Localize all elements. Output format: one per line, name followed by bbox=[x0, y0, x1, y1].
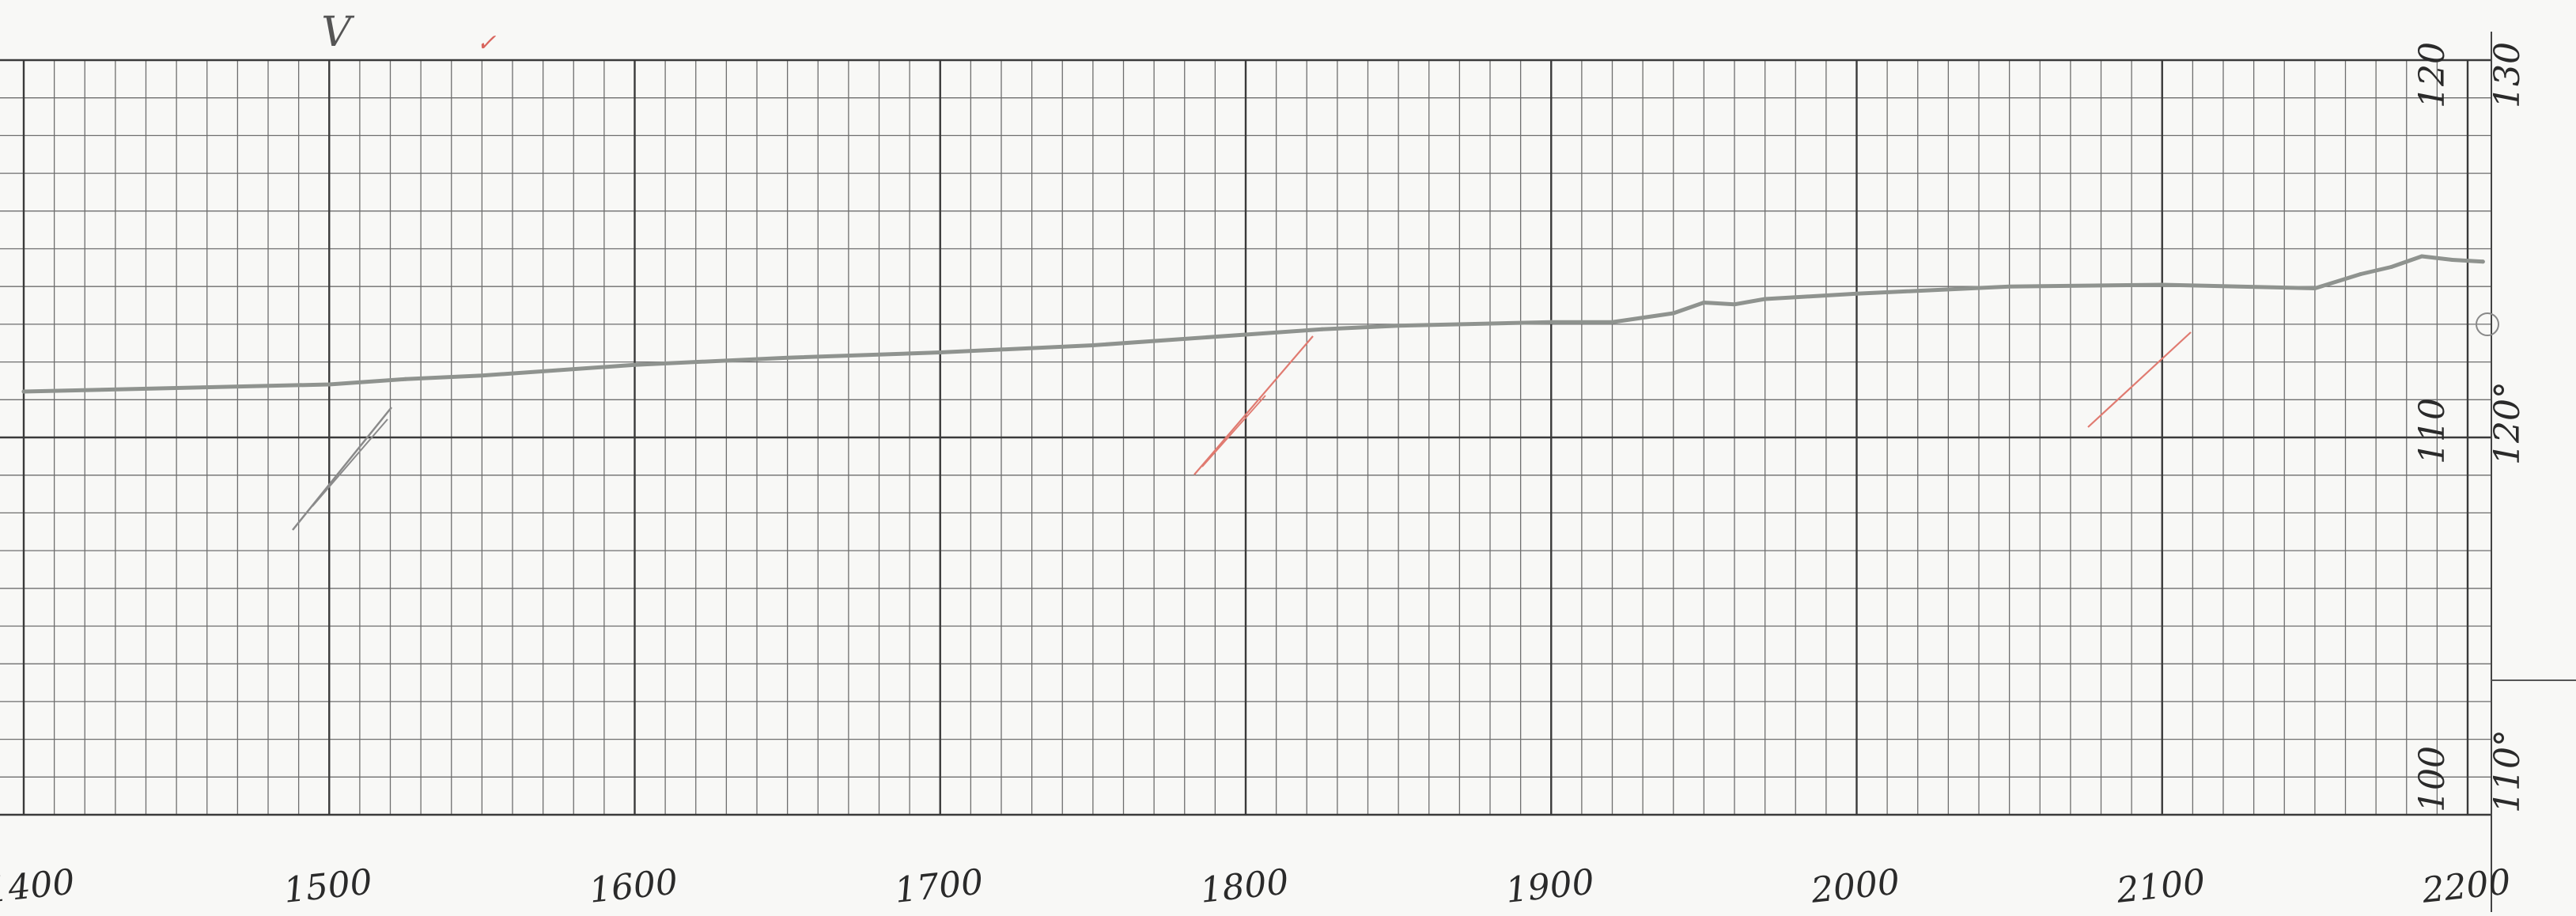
series-0-line bbox=[21, 254, 2485, 394]
y-right-tick-label: 110° bbox=[2487, 729, 2528, 813]
x-tick-labels: 1400 1500 1600 1700 1800 1900 2000 2100 2200 bbox=[0, 861, 2513, 911]
series-0-point bbox=[1855, 291, 1859, 296]
annotation-check-mark: ✓ bbox=[476, 29, 496, 57]
pen-start-circle bbox=[2476, 312, 2499, 336]
series-0-point bbox=[2313, 286, 2317, 290]
annotations: V ✓ bbox=[321, 9, 496, 57]
series-0-point bbox=[1549, 320, 1553, 324]
series-0-point bbox=[2358, 272, 2363, 276]
series-0-point bbox=[479, 373, 484, 378]
x-tick-label: 1600 bbox=[588, 861, 680, 910]
series-0-point bbox=[633, 362, 637, 367]
series-0-point bbox=[2450, 258, 2455, 262]
series-0-point bbox=[785, 355, 790, 360]
major-gridlines bbox=[0, 59, 2491, 816]
series-0-point bbox=[327, 382, 331, 387]
pencil-marks bbox=[292, 312, 2499, 531]
series-0-point bbox=[1473, 322, 1477, 326]
series-0-point bbox=[1610, 320, 1614, 324]
pencil-slash-mark bbox=[292, 407, 392, 531]
pencil-slash-mark bbox=[1201, 395, 1266, 467]
scale-rule bbox=[2491, 32, 2576, 912]
y-left-tick-label: 110 bbox=[2412, 398, 2453, 464]
series-0-point bbox=[403, 377, 408, 381]
series-0-point bbox=[174, 386, 179, 390]
series-0-point bbox=[2419, 254, 2424, 259]
series-0-point bbox=[938, 350, 943, 354]
x-tick-label: 1900 bbox=[1504, 861, 1596, 910]
y-left-tick-label: 120 bbox=[2412, 42, 2453, 108]
series-0-point bbox=[21, 389, 26, 394]
series-0-point bbox=[1732, 302, 1737, 307]
x-tick-label: 1700 bbox=[893, 861, 985, 910]
series-0-point bbox=[1320, 327, 1325, 331]
annotation-v-mark: V bbox=[321, 9, 354, 56]
series-0-point bbox=[2389, 265, 2393, 269]
y-right-tick-label: 120° bbox=[2487, 381, 2528, 465]
x-tick-label: 1800 bbox=[1198, 861, 1291, 910]
series-0-point bbox=[1763, 297, 1768, 301]
series-0-point bbox=[2007, 284, 2012, 289]
series-0-point bbox=[2480, 259, 2485, 264]
series-0-point bbox=[1396, 324, 1401, 328]
y-left-tick-labels: 100 110 120 bbox=[2412, 42, 2453, 812]
pencil-slash-mark bbox=[1193, 335, 1314, 475]
series-0-point bbox=[556, 368, 561, 373]
pencil-slash-mark bbox=[2087, 331, 2192, 428]
x-tick-label: 2000 bbox=[1809, 861, 1902, 911]
series-0-point bbox=[1091, 343, 1095, 347]
series-0-point bbox=[1671, 311, 1676, 316]
series-0-point bbox=[1701, 301, 1706, 305]
pencil-slash-mark bbox=[312, 418, 388, 507]
y-left-tick-label: 100 bbox=[2412, 746, 2453, 812]
series-layer bbox=[21, 254, 2485, 394]
series-0-point bbox=[1793, 295, 1798, 300]
series-0-point bbox=[2160, 282, 2165, 287]
y-right-tick-label: 130 bbox=[2487, 42, 2528, 108]
x-tick-label: 1500 bbox=[282, 861, 374, 910]
x-tick-label: 2200 bbox=[2419, 861, 2513, 911]
series-0-point bbox=[1243, 332, 1248, 337]
y-right-tick-labels: 110° 120° 130 bbox=[2487, 42, 2528, 813]
x-tick-label: 1400 bbox=[0, 861, 77, 910]
x-tick-label: 2100 bbox=[2114, 861, 2207, 911]
